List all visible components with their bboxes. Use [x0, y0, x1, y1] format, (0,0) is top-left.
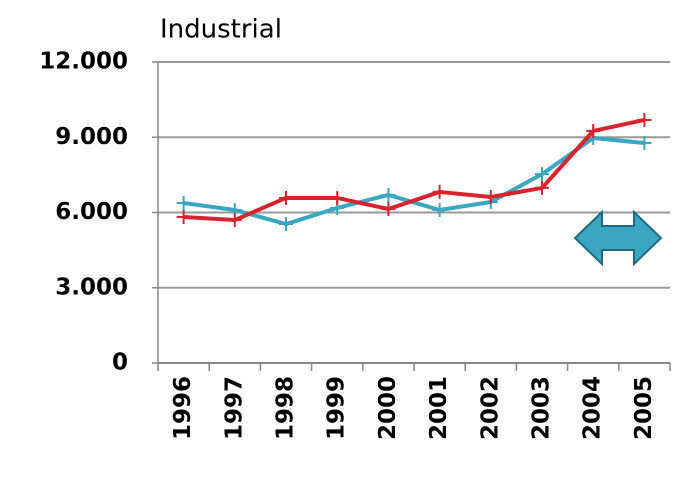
point-marker: [432, 184, 447, 199]
x-tick-label: 1999: [324, 376, 350, 440]
x-tick-label: 2003: [529, 376, 555, 440]
y-tick-label: 6.000: [55, 199, 128, 225]
x-tick-label: 1997: [221, 376, 247, 440]
point-marker: [586, 123, 601, 138]
series-line: [183, 117, 645, 223]
y-tick-label: 0: [112, 350, 128, 376]
point-marker: [381, 187, 396, 202]
point-marker: [279, 190, 293, 205]
point-marker: [330, 190, 345, 205]
point-marker: [381, 201, 396, 216]
double-arrow-icon: [573, 209, 663, 267]
point-marker: [637, 136, 652, 151]
point-marker: [279, 217, 293, 232]
point-marker: [483, 189, 498, 204]
y-tick-label: 9.000: [55, 124, 128, 150]
y-tick-label: 12.000: [39, 49, 128, 75]
x-tick-label: 1996: [170, 376, 196, 440]
chart-title: Industrial: [160, 15, 282, 45]
x-tick-label: 2001: [426, 376, 452, 440]
x-tick-label: 2002: [477, 376, 503, 440]
y-tick-label: 3.000: [55, 274, 128, 300]
point-marker: [176, 195, 191, 210]
point-marker: [535, 167, 549, 182]
point-marker: [432, 202, 447, 217]
point-marker: [535, 180, 549, 195]
point-marker: [227, 213, 242, 228]
x-tick-label: 1998: [273, 376, 299, 440]
point-marker: [637, 112, 652, 127]
x-tick-label: 2000: [375, 376, 401, 440]
x-tick-label: 2005: [631, 376, 657, 440]
x-tick-label: 2004: [580, 376, 606, 440]
point-marker: [176, 210, 191, 225]
